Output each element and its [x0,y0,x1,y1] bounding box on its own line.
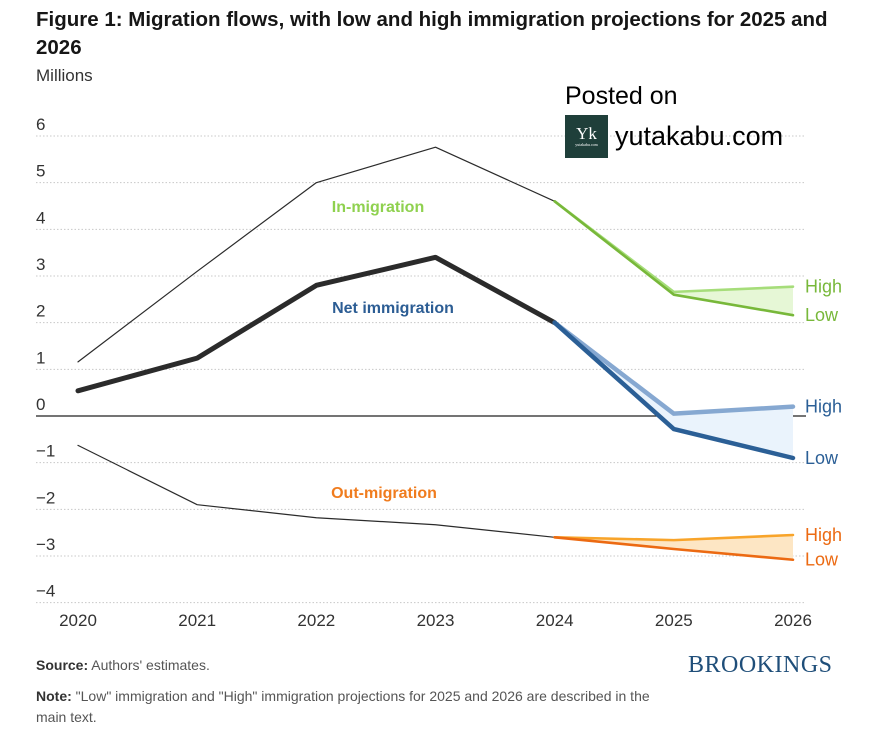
y-tick-label: 6 [36,115,45,134]
x-tick-label: 2021 [178,611,216,630]
y-tick-label: 1 [36,348,45,367]
y-tick-label: −2 [36,488,55,507]
brookings-logo: BROOKINGS [688,652,833,678]
in-migration-high-end-label: High [805,277,842,297]
out-migration-low-line [553,536,795,562]
x-tick-label: 2024 [536,611,574,630]
yutakabu-logo-icon: Yk yutakabu.com [565,115,608,158]
source-note: Source: Authors' estimates. [36,657,210,673]
watermark-site: yutakabu.com [615,121,784,151]
out-migration-label: Out-migration [331,485,437,502]
net-immigration-high-line [552,320,796,416]
y-tick-label: −4 [36,582,55,601]
y-tick-label: 0 [36,395,45,414]
net-immigration-historical-line [75,254,558,394]
net-immigration-projection-band [554,322,793,458]
source-label: Source: [36,657,89,673]
x-tick-label: 2020 [59,611,97,630]
out-migration-high-end-label: High [805,525,842,545]
in-migration-low-end-label: Low [805,305,839,325]
in-migration-historical-line [77,146,556,363]
y-tick-label: 2 [36,302,45,321]
watermark: Posted on Yk yutakabu.com yutakabu.com [565,82,783,158]
x-tick-label: 2026 [774,611,812,630]
out-migration-low-end-label: Low [805,550,839,570]
out-migration-high-line [553,533,795,542]
net-immigration-low-end-label: Low [805,448,839,468]
net-immigration-low-line [552,320,796,461]
net-immigration-high-end-label: High [805,397,842,417]
chart-title: Figure 1: Migration flows, with low and … [36,8,828,59]
y-tick-label: −3 [36,535,55,554]
x-tick-label: 2023 [417,611,455,630]
note: Note: "Low" immigration and "High" immig… [36,686,676,728]
y-tick-label: 3 [36,255,45,274]
source-text: Authors' estimates. [88,657,210,673]
in-migration-label: In-migration [332,199,424,216]
y-tick-label: 5 [36,162,45,181]
in-migration-projection-band [554,201,793,316]
y-tick-label: −1 [36,442,55,461]
x-tick-label: 2022 [297,611,335,630]
note-label: Note: [36,688,72,704]
x-tick-label: 2025 [655,611,693,630]
in-migration-low-line [553,200,795,317]
in-migration-high-line [553,200,795,294]
logo-monogram: Yk [576,124,597,143]
line-layer [75,146,796,562]
y-axis-units: Millions [36,66,93,85]
net-immigration-label: Net immigration [332,300,454,317]
note-text: "Low" immigration and "High" immigration… [36,688,650,725]
y-tick-label: 4 [36,208,45,227]
watermark-posted-on: Posted on [565,82,678,110]
out-migration-historical-line [77,444,556,538]
projection-fill-layer [554,201,793,560]
logo-subtext: yutakabu.com [575,142,598,147]
